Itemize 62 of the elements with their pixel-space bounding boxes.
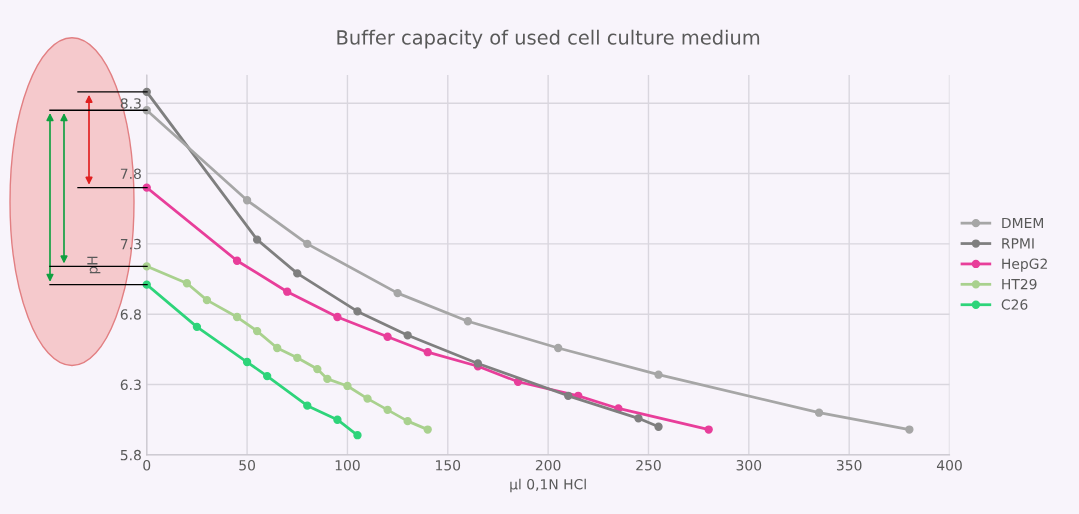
x-tick-label: 250 (636, 460, 661, 471)
point (232, 312, 242, 322)
point (553, 343, 563, 353)
point (353, 307, 362, 316)
point (273, 343, 282, 353)
point (303, 401, 312, 410)
point (905, 425, 914, 434)
point (654, 370, 663, 379)
point (423, 348, 432, 357)
y-tick-label: 7.8 (120, 168, 141, 179)
x-tick-label: 400 (936, 460, 962, 471)
point (403, 331, 412, 340)
legend-label: DMEM (1002, 217, 1043, 229)
x-tick-label: 0 (143, 460, 151, 471)
point (303, 239, 312, 249)
x-tick-label: 50 (239, 460, 256, 471)
point (814, 408, 824, 417)
point (383, 332, 392, 341)
point (463, 317, 473, 326)
y-axis-title: pH (87, 256, 101, 274)
point (393, 288, 402, 298)
point (333, 312, 342, 322)
y-tick-label: 7.3 (120, 238, 141, 250)
point (363, 394, 372, 403)
y-tick-label: 6.3 (120, 379, 141, 391)
point (202, 295, 212, 305)
legend-label: C26 (1001, 299, 1028, 310)
legend-label: HepG2 (1002, 258, 1047, 272)
point (654, 422, 663, 431)
point (423, 425, 432, 434)
point (192, 322, 202, 332)
point (283, 287, 292, 296)
point (634, 414, 643, 423)
x-tick-label: 100 (335, 460, 360, 471)
point (353, 431, 362, 440)
point (182, 279, 192, 288)
point (403, 416, 412, 426)
point (242, 196, 252, 205)
point (252, 326, 262, 336)
legend-label: HT29 (1002, 278, 1037, 290)
point (383, 405, 392, 415)
x-tick-label: 300 (736, 460, 762, 471)
point (564, 391, 573, 400)
point (333, 415, 342, 424)
point (232, 256, 242, 265)
x-tick-label: 200 (535, 460, 561, 471)
chart-title: Buffer capacity of used cell culture medium (337, 29, 760, 49)
x-tick-label: 150 (436, 460, 461, 471)
point (293, 269, 302, 278)
point (293, 353, 302, 362)
x-tick-label: 350 (836, 460, 862, 471)
point (262, 371, 272, 381)
point (323, 374, 332, 384)
point (313, 364, 322, 374)
point (343, 381, 352, 391)
point (704, 425, 713, 434)
point (252, 235, 262, 244)
y-tick-label: 6.8 (120, 309, 141, 320)
x-axis-title: µl 0,1N HCl (510, 478, 586, 493)
point (242, 357, 252, 367)
legend-label: RPMI (1002, 238, 1034, 249)
y-tick-label: 5.8 (120, 449, 141, 461)
